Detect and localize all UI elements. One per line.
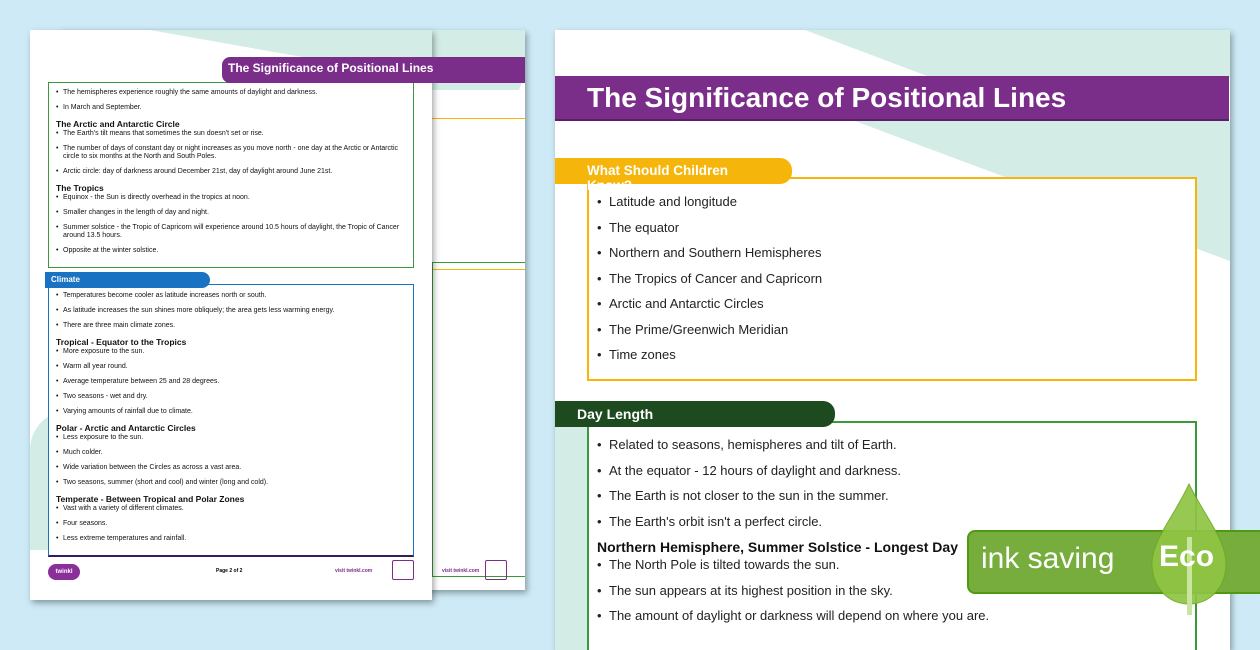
list-item: Arctic circle: day of darkness around De… [56, 168, 406, 176]
behind-footer-site: visit twinkl.com [442, 568, 480, 574]
list-item: There are three main climate zones. [56, 322, 406, 330]
badge-icon [485, 560, 507, 580]
list-item: Less extreme temperatures and rainfall. [56, 535, 406, 543]
list-item: The number of days of constant day or ni… [56, 145, 406, 161]
list-item: Opposite at the winter solstice. [56, 247, 406, 255]
subheading: Polar - Arctic and Antarctic Circles [56, 423, 196, 433]
footer-site: visit twinkl.com [335, 568, 373, 574]
list-item: Vast with a variety of different climate… [56, 505, 406, 513]
climate-tab: Climate [45, 272, 210, 288]
list-item: The sun appears at its highest position … [597, 583, 1187, 598]
leaf-icon [1151, 482, 1227, 615]
page-title: The Significance of Positional Lines [555, 76, 1229, 121]
behind-green-box [432, 262, 525, 577]
list-item: Average temperature between 25 and 28 de… [56, 378, 406, 386]
list-item: Equinox - the Sun is directly overhead i… [56, 194, 406, 202]
ink-saving-label: ink saving [981, 542, 1115, 575]
list-item: Two seasons, summer (short and cool) and… [56, 479, 406, 487]
back-page: The Significance of Positional Lines The… [30, 30, 525, 600]
list-item: The North Pole is tilted towards the sun… [597, 557, 1187, 572]
list-item: Arctic and Antarctic Circles [597, 296, 1187, 311]
list-item: The Tropics of Cancer and Capricorn [597, 271, 1187, 286]
know-tab: What Should Children Know? [555, 158, 792, 193]
twinkl-logo: twinkl [48, 564, 80, 580]
list-item: Four seasons. [56, 520, 406, 528]
list-item: The hemispheres experience roughly the s… [56, 89, 406, 97]
list-item: The Earth's tilt means that sometimes th… [56, 130, 406, 138]
list-item: The amount of daylight or darkness will … [597, 608, 1187, 623]
badge-icon [392, 560, 414, 580]
behind-yellow-box [430, 118, 525, 270]
subheading: Northern Hemisphere, Summer Solstice - L… [597, 539, 958, 555]
list-item: Less exposure to the sun. [56, 434, 406, 442]
know-box: Latitude and longitude The equator Norther… [587, 177, 1197, 381]
list-item: At the equator - 12 hours of daylight an… [597, 463, 1187, 478]
list-item: Northern and Southern Hemispheres [597, 245, 1187, 260]
list-item: The Earth's orbit isn't a perfect circle… [597, 514, 1187, 529]
list-item: Related to seasons, hemispheres and tilt… [597, 437, 1187, 452]
list-item: The Prime/Greenwich Meridian [597, 322, 1187, 337]
back-title-bar: The Significance of Positional Lines [222, 57, 525, 83]
climate-box: Temperatures become cooler as latitude i… [48, 284, 414, 557]
list-item: Temperatures become cooler as latitude i… [56, 292, 406, 300]
list-item: Much colder. [56, 449, 406, 457]
list-item: Warm all year round. [56, 363, 406, 371]
eco-label: Eco [1159, 540, 1215, 573]
list-item: Two seasons - wet and dry. [56, 393, 406, 401]
list-item: Time zones [597, 347, 1187, 362]
subheading: Tropical - Equator to the Tropics [56, 337, 187, 347]
list-item: Latitude and longitude [597, 194, 1187, 209]
day-length-tab: Day Length [555, 401, 835, 427]
back-section-box: The hemispheres experience roughly the s… [48, 82, 414, 268]
list-item: The equator [597, 220, 1187, 235]
front-page: The Significance of Positional Lines Wha… [555, 30, 1230, 650]
subheading: The Arctic and Antarctic Circle [56, 119, 180, 129]
list-item: As latitude increases the sun shines mor… [56, 307, 406, 315]
list-item: The Earth is not closer to the sun in th… [597, 488, 1187, 503]
list-item: Wide variation between the Circles as ac… [56, 464, 406, 472]
subheading: The Tropics [56, 183, 104, 193]
list-item: Smaller changes in the length of day and… [56, 209, 406, 217]
page-number: Page 2 of 2 [216, 568, 243, 574]
list-item: Summer solstice - the Tropic of Capricor… [56, 224, 406, 240]
list-item: In March and September. [56, 104, 406, 112]
subheading: Temperate - Between Tropical and Polar Z… [56, 494, 245, 504]
list-item: More exposure to the sun. [56, 348, 406, 356]
list-item: Varying amounts of rainfall due to clima… [56, 408, 406, 416]
